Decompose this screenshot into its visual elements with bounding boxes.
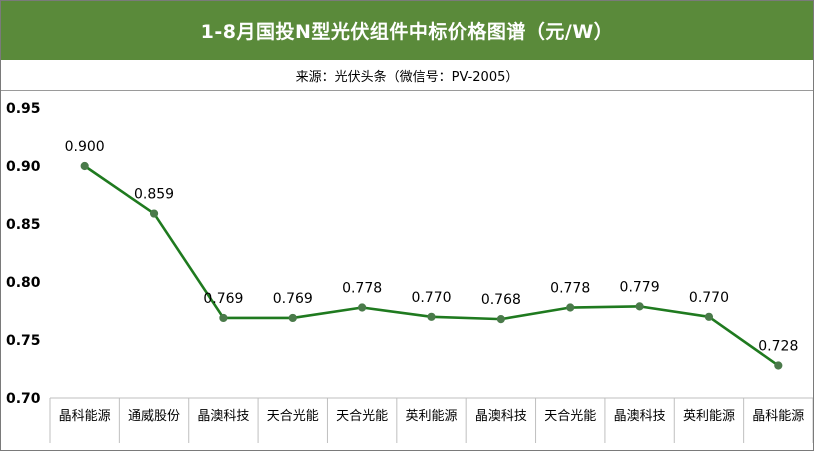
- y-tick-label: 0.80: [6, 275, 41, 291]
- chart-title: 1-8月国投N型光伏组件中标价格图谱（元/W）: [1, 1, 813, 60]
- data-point: [704, 312, 714, 321]
- x-tick-label: 晶科能源: [59, 409, 111, 424]
- y-tick-label: 0.85: [6, 217, 41, 233]
- data-point: [566, 303, 575, 312]
- x-tick-label: 通威股份: [128, 409, 180, 424]
- data-point: [774, 361, 783, 370]
- x-tick-label: 晶澳科技: [197, 408, 249, 424]
- line-chart: 0.70 0.75 0.80 0.85 0.90 0.95 晶科能源 通威股份 晶澳科技 天合光能…: [6, 101, 813, 443]
- y-tick-label: 0.95: [6, 101, 41, 117]
- x-tick-label: 天合光能: [336, 409, 388, 424]
- chart-source: 来源：光伏头条（微信号：PV-2005）: [1, 61, 813, 91]
- data-point: [358, 303, 367, 312]
- x-tick-label: 英利能源: [683, 409, 735, 424]
- data-point: [288, 313, 297, 323]
- data-label: 0.768: [481, 292, 521, 308]
- data-point: [635, 302, 644, 311]
- data-label: 0.769: [273, 291, 313, 307]
- data-label: 0.728: [758, 339, 798, 355]
- y-tick-label: 0.90: [6, 159, 41, 175]
- data-label: 0.778: [342, 281, 382, 297]
- series-line: [83, 164, 780, 367]
- x-tick-label: 晶科能源: [752, 409, 804, 424]
- data-label: 0.769: [203, 291, 243, 307]
- data-point: [80, 161, 89, 171]
- data-label: 0.779: [620, 279, 660, 295]
- data-point: [427, 312, 436, 321]
- y-tick-label: 0.75: [6, 333, 41, 349]
- x-tick-label: 英利能源: [405, 409, 457, 424]
- x-tick-label: 晶澳科技: [614, 408, 666, 424]
- x-tick-label: 天合光能: [544, 409, 596, 424]
- data-point: [496, 315, 505, 324]
- data-label: 0.900: [65, 139, 105, 155]
- x-tick-label: 天合光能: [267, 409, 319, 424]
- y-tick-label: 0.70: [6, 391, 41, 407]
- data-label: 0.770: [411, 290, 451, 306]
- data-point: [149, 209, 159, 218]
- x-tick-label: 晶澳科技: [475, 408, 527, 424]
- data-label: 0.770: [689, 290, 729, 306]
- data-label: 0.778: [550, 281, 590, 297]
- data-point: [219, 313, 228, 323]
- data-label: 0.859: [134, 187, 174, 203]
